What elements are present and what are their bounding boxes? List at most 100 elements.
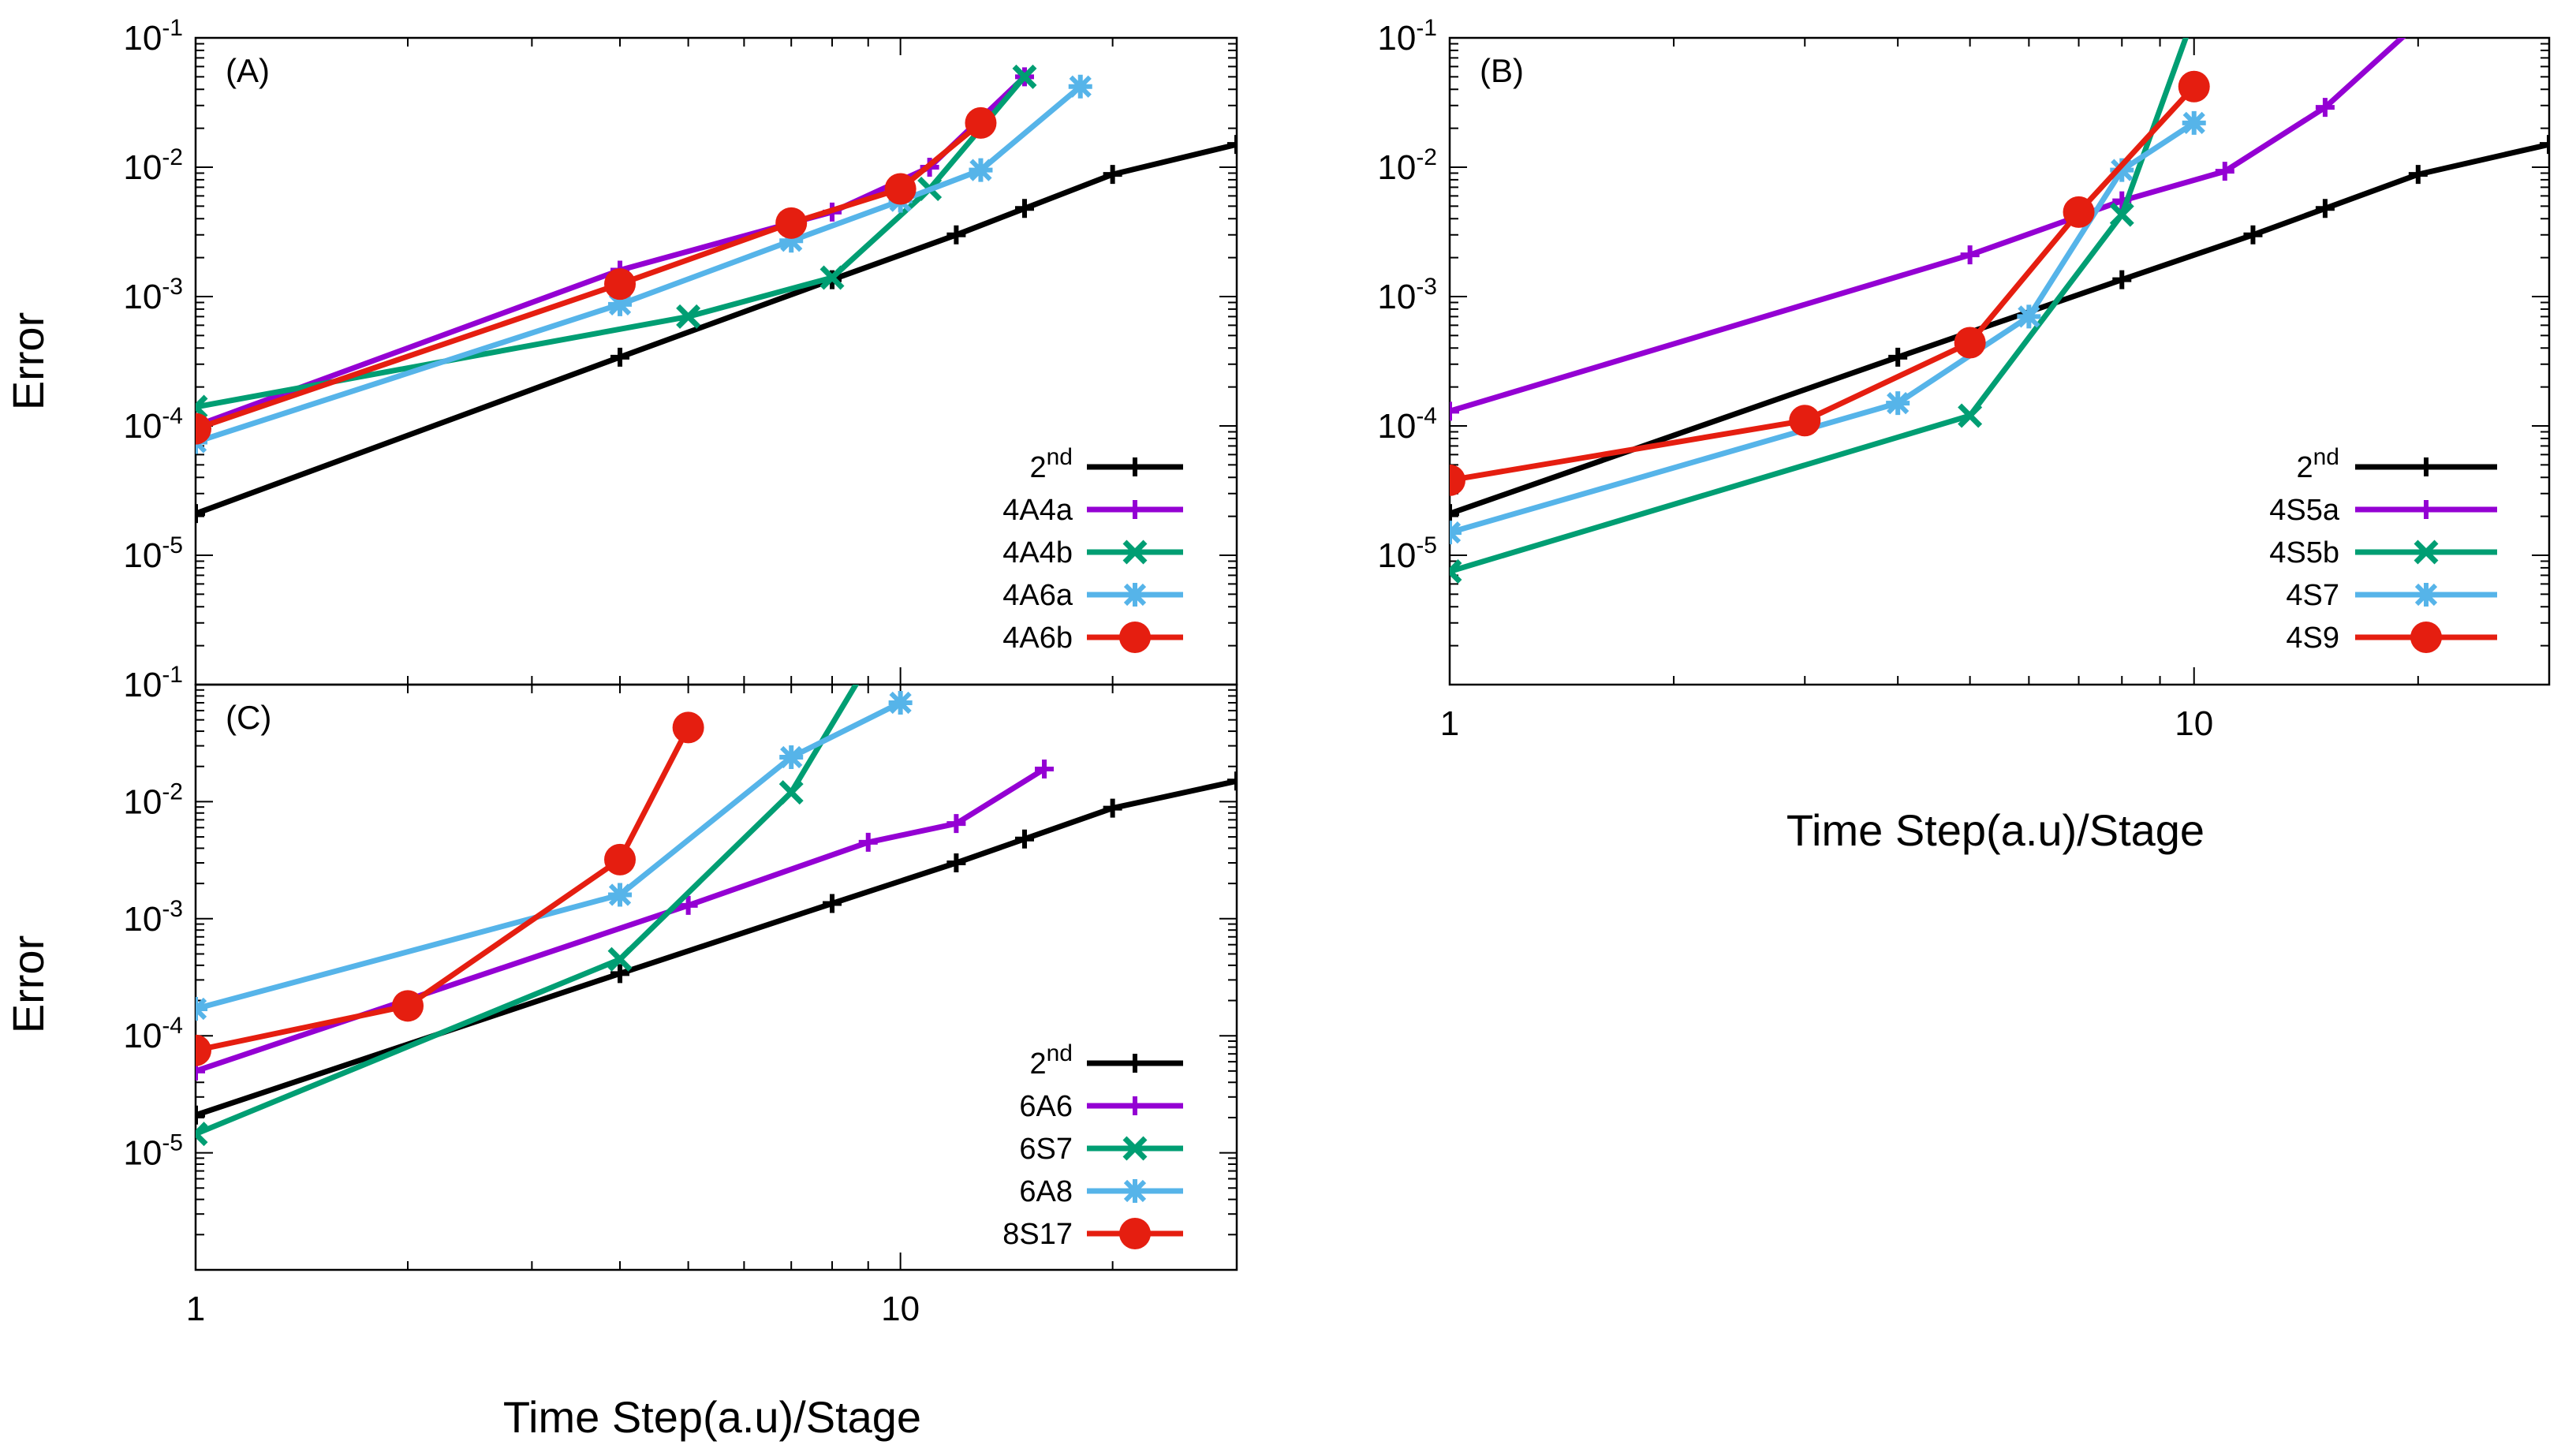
y-tick-label: 10-4 [1377,403,1437,446]
legend-marker [1122,1136,1148,1161]
data-point [1888,347,1908,367]
series-8s17 [196,711,704,1066]
data-point [2315,98,2335,118]
legend-marker [2414,539,2439,565]
x-tick-label: 10 [2175,704,2213,743]
data-point [2215,162,2234,181]
series-line [1450,38,2406,414]
series-line [1450,84,2197,483]
legend-label: 2nd [2296,444,2339,484]
series-4s5b [1450,5,2205,584]
data-point [1014,829,1034,849]
series-4a4b [196,64,1037,420]
legend-item: 4S5b [2269,536,2497,569]
legend-item: 6A6 [1019,1090,1183,1123]
legend-label: 2nd [1029,444,1073,484]
legend-item: 4A4b [1002,536,1183,569]
y-tick-label: 10-5 [123,1130,183,1173]
series-group [196,64,1237,524]
legend-item: 4A6b [1002,622,1183,655]
data-point [779,229,804,253]
data-point [2110,158,2134,182]
data-point [2184,5,2205,25]
data-point [196,997,207,1021]
legend-item: 8S17 [1002,1218,1183,1251]
data-point [819,265,845,290]
data-point [888,690,913,715]
data-point [1450,521,1462,545]
series-line [1450,38,2189,574]
data-point [196,1061,205,1081]
data-point [196,394,208,420]
series-group [196,654,1237,1147]
data-point [196,413,211,445]
data-point [778,780,804,805]
panel-b: 10-1 10-2 10-3 10-4 10-5 1 10 (B) Time Step(a.u)… [1377,5,2551,855]
data-point [965,106,997,139]
data-point [1227,135,1237,155]
legend-label: 4S7 [2286,579,2339,612]
legend-marker [1126,1096,1144,1115]
y-tick-label: 10-3 [123,274,183,316]
legend-marker [2410,622,2442,653]
data-point [604,843,637,875]
legend-label: 6A8 [1019,1175,1073,1208]
panel-label: (A) [226,52,270,89]
legend-item: 2nd [1029,444,1183,484]
data-point [1958,403,1983,428]
panel-label: (B) [1480,52,1524,89]
data-point [196,504,205,524]
legend-item: 4A4a [1002,494,1183,527]
data-point [2112,270,2132,289]
data-point [1789,405,1821,437]
data-point [608,292,633,316]
legend-marker [2417,457,2436,476]
series-line [196,84,1082,445]
data-point [2315,199,2335,218]
y-tick-label: 10-2 [123,778,183,821]
legend-item: 2nd [2296,444,2497,484]
data-point [779,745,804,769]
legend-marker [1126,457,1144,476]
x-tick-label: 1 [186,1290,205,1328]
data-point [2017,304,2041,329]
data-point [1103,798,1122,818]
legend-label: 2nd [1029,1040,1073,1081]
legend-item: 4A6a [1002,579,1183,612]
data-point [858,654,879,674]
series-group [1450,5,2549,584]
series-4s7 [1450,110,2206,545]
legend-label: 4S5b [2269,536,2339,569]
legend-marker [2414,583,2438,607]
series-line [196,75,1027,410]
data-point [884,173,917,205]
data-point [946,853,966,872]
data-point [1886,391,1910,416]
data-point [1450,504,1459,524]
data-point [969,158,993,182]
legend-item: 2nd [1029,1040,1183,1081]
data-point [196,1122,208,1147]
data-point [1450,464,1465,496]
y-axis-label: Error [3,935,53,1033]
legend-label: 8S17 [1002,1218,1073,1251]
series-line [196,726,691,1054]
y-tick-label: 10-4 [123,1013,183,1055]
data-point [2182,110,2206,135]
x-tick-label: 10 [881,1290,920,1328]
legend-item: 6A8 [1019,1175,1183,1208]
y-tick-label: 10-1 [123,662,183,704]
panel-c: 10-1 10-2 10-3 10-4 10-5 1 10 (C) Error Time Step… [3,654,1238,1442]
legend-label: 4S9 [2286,622,2339,655]
y-tick-label: 10-5 [123,532,183,575]
data-point [2178,70,2210,103]
series-6s7 [196,654,879,1147]
legend-item: 4S7 [2286,579,2497,612]
y-axis-label: Error [3,312,53,410]
data-point [2243,225,2263,245]
y-tick-label: 10-3 [123,896,183,939]
series-line [196,778,1237,1118]
legend-marker [1119,1218,1151,1249]
legend-marker [1123,583,1147,607]
